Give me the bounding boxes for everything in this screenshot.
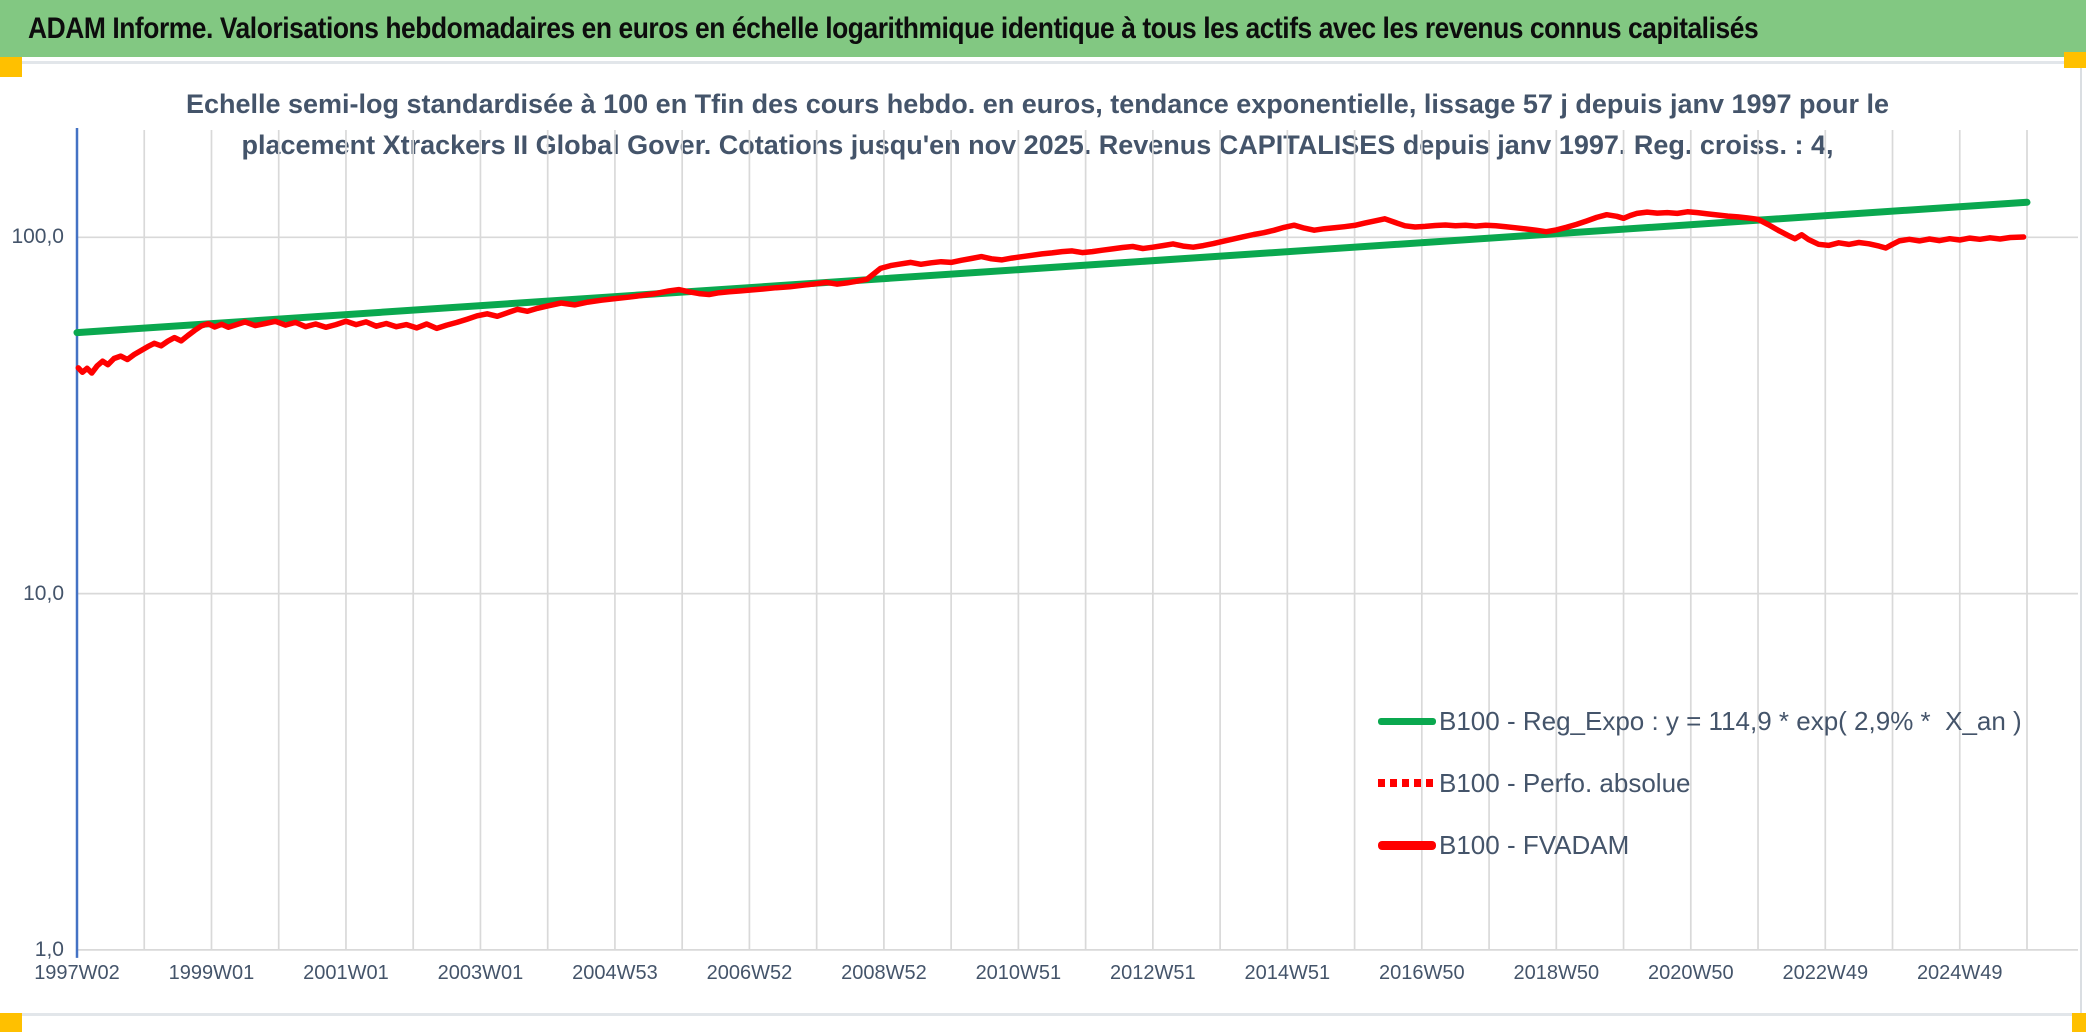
x-axis-tick-label: 2006W52 bbox=[706, 962, 793, 984]
selection-handle-top-right[interactable] bbox=[2064, 52, 2086, 68]
y-axis-tick-label: 1,0 bbox=[34, 937, 64, 961]
x-axis-tick-label: 2020W50 bbox=[1647, 962, 1734, 984]
legend: B100 - Reg_Expo : y = 114,9 * exp( 2,9% … bbox=[1378, 690, 2022, 876]
chart-title-line-2: placement Xtrackers II Global Gover. Cot… bbox=[241, 130, 1834, 160]
x-axis-tick-label: 2001W01 bbox=[303, 962, 389, 984]
red-dotted-line-icon bbox=[1378, 779, 1436, 787]
divider-under-banner bbox=[0, 61, 2086, 64]
x-axis-tick-label: 2022W49 bbox=[1782, 962, 1869, 984]
series-line-reg-expo bbox=[73, 198, 2031, 337]
legend-label: B100 - Perfo. absolue bbox=[1439, 767, 1691, 798]
chart-right-border bbox=[2080, 62, 2082, 1013]
red-line-icon bbox=[1378, 840, 1436, 850]
x-axis-tick-label: 2024W49 bbox=[1916, 962, 2003, 984]
legend-item-reg-expo[interactable]: B100 - Reg_Expo : y = 114,9 * exp( 2,9% … bbox=[1378, 690, 2022, 752]
green-line-icon bbox=[1378, 717, 1436, 725]
x-axis-tick-label: 2010W51 bbox=[975, 962, 1062, 984]
series-line-fvadam bbox=[75, 209, 2027, 376]
x-axis-tick-label: 2008W52 bbox=[841, 962, 927, 984]
banner-title-text: ADAM Informe. Valorisations hebdomadaire… bbox=[28, 11, 1759, 45]
title-banner: ADAM Informe. Valorisations hebdomadaire… bbox=[0, 0, 2086, 57]
x-axis-tick-label: 1999W01 bbox=[168, 962, 255, 984]
selection-handle-bottom-right[interactable] bbox=[2072, 1013, 2086, 1032]
x-axis-tick-label: 2003W01 bbox=[437, 962, 524, 984]
legend-label: B100 - Reg_Expo : y = 114,9 * exp( 2,9% … bbox=[1439, 705, 2022, 736]
legend-item-perfo-absolue[interactable]: B100 - Perfo. absolue bbox=[1378, 752, 2022, 814]
chart-title: Echelle semi-log standardisée à 100 en T… bbox=[60, 84, 2015, 166]
x-axis-tick-label: 2016W50 bbox=[1379, 962, 1465, 984]
x-axis-tick-label: 2014W51 bbox=[1244, 962, 1331, 984]
chart-title-line-1: Echelle semi-log standardisée à 100 en T… bbox=[185, 89, 1890, 119]
x-axis-tick-label: 2004W53 bbox=[572, 962, 658, 984]
y-axis-tick-label: 10,0 bbox=[23, 581, 64, 605]
legend-label: B100 - FVADAM bbox=[1439, 829, 1630, 860]
divider-bottom bbox=[0, 1013, 2086, 1016]
y-axis-tick-label: 100,0 bbox=[11, 225, 64, 249]
selection-handle-top-left[interactable] bbox=[0, 57, 22, 77]
x-axis-tick-label: 1997W02 bbox=[34, 962, 120, 984]
x-axis-tick-label: 2018W50 bbox=[1513, 962, 1600, 984]
selection-handle-bottom-left[interactable] bbox=[0, 1013, 22, 1032]
x-axis-tick-label: 2012W51 bbox=[1110, 962, 1196, 984]
legend-item-fvadam[interactable]: B100 - FVADAM bbox=[1378, 814, 2022, 876]
